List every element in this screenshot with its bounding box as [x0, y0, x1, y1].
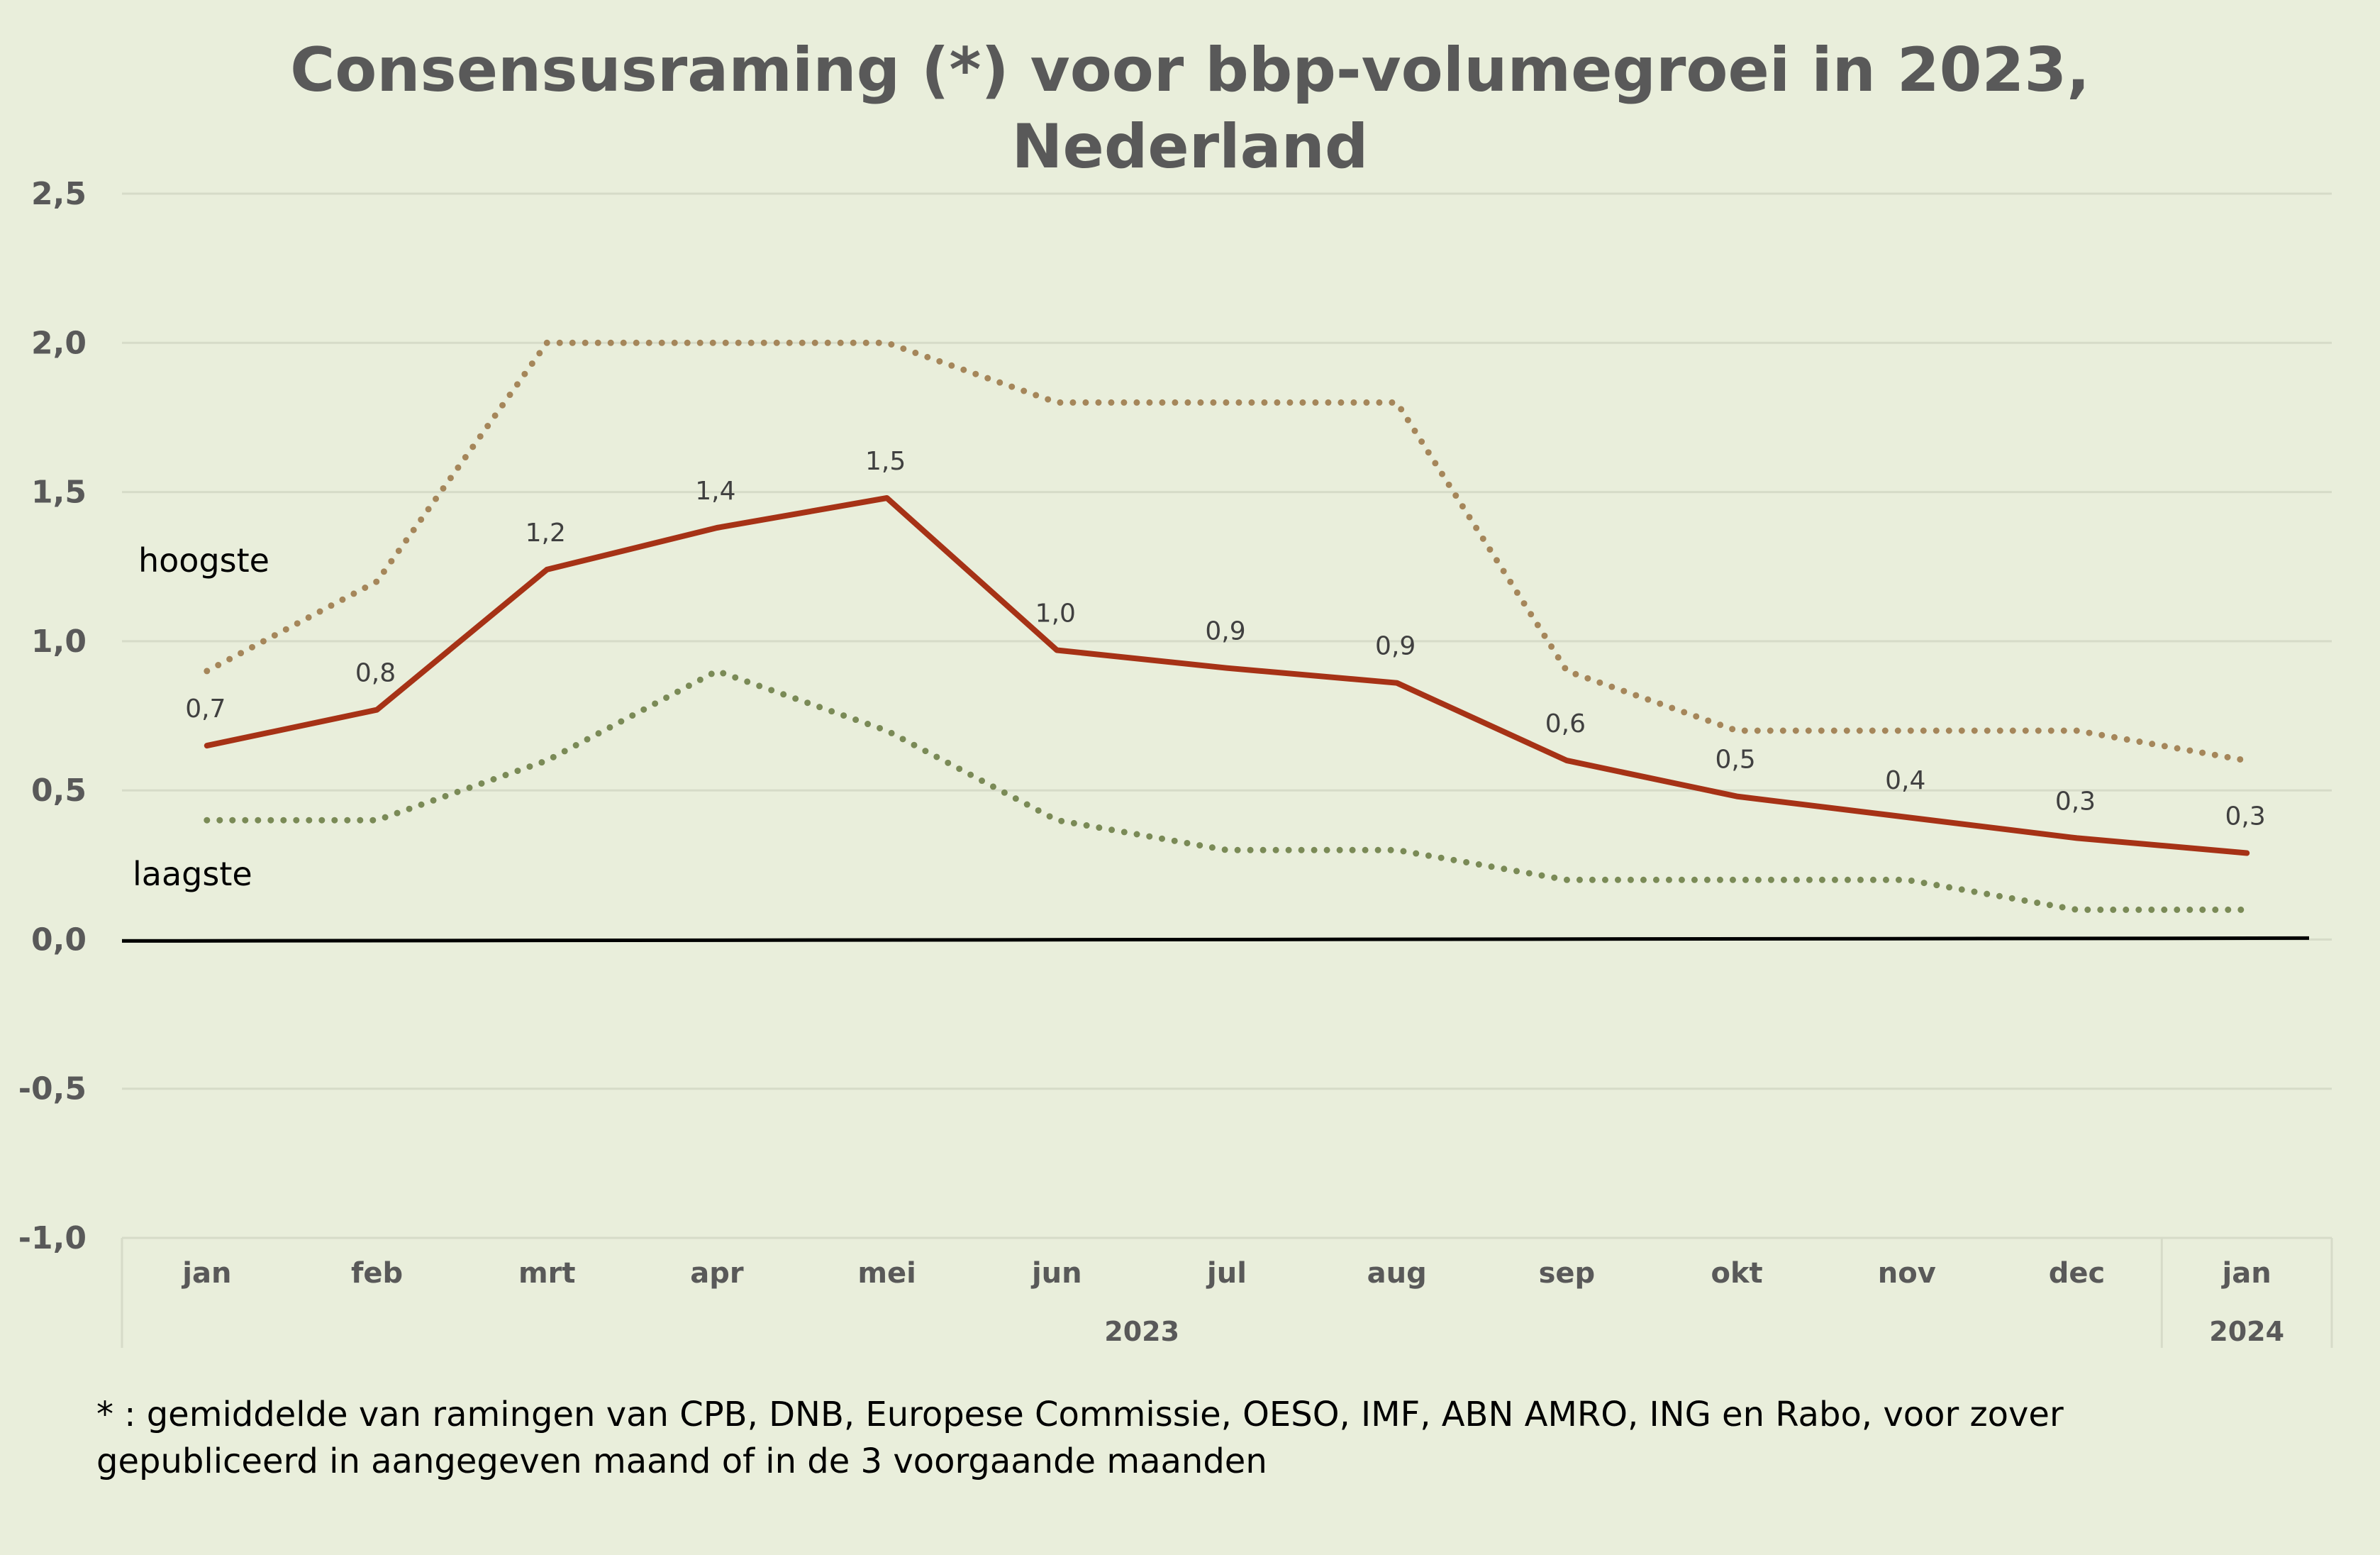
x-tick-label: sep [1539, 1257, 1596, 1290]
x-tick-label: okt [1711, 1257, 1762, 1290]
x-tick-label: jun [1030, 1257, 1082, 1290]
zero-axis [121, 936, 2310, 943]
x-tick-label: jan [181, 1257, 231, 1290]
series-lines [204, 339, 2250, 913]
x-axis: jan feb mrt apr mei jun jul aug sep okt nov dec jan 2… [121, 1238, 2333, 1348]
y-tick-label: -0,5 [18, 1071, 87, 1107]
x-tick-label: jul [1206, 1257, 1247, 1290]
data-label: 0,6 [1545, 709, 1586, 738]
y-tick-label: 2,0 [31, 325, 87, 361]
data-labels: 0,7 0,8 1,2 1,4 1,5 1,0 0,9 0,9 0,6 0,5 0,4 0,3 0,3 [185, 447, 2266, 831]
y-tick-label: -1,0 [18, 1220, 87, 1256]
chart-title-line-1: Consensusraming (*) voor bbp-volumegroei… [290, 35, 2090, 106]
data-label: 0,8 [355, 659, 396, 688]
data-label: 1,5 [865, 447, 906, 476]
data-label: 0,9 [1205, 617, 1245, 646]
data-label: 0,5 [1715, 746, 1755, 775]
x-tick-label: dec [2049, 1257, 2105, 1290]
y-tick-label: 2,5 [31, 176, 87, 212]
x-tick-label: aug [1367, 1257, 1427, 1290]
data-label: 0,9 [1375, 632, 1416, 661]
y-tick-label: 1,0 [31, 624, 87, 660]
data-label: 0,4 [1885, 766, 1925, 795]
x-tick-label: mrt [518, 1257, 576, 1290]
y-tick-label: 0,0 [31, 922, 87, 958]
chart-title-line-2: Nederland [1012, 111, 1369, 182]
y-tick-label: 0,5 [31, 773, 87, 809]
x-group-label: 2024 [2209, 1316, 2284, 1347]
x-tick-label: feb [351, 1257, 403, 1290]
annotation-hoogste: hoogste [138, 541, 269, 580]
x-tick-label: mei [857, 1257, 916, 1290]
data-label: 1,0 [1035, 599, 1076, 628]
y-axis-ticks: 2,5 2,0 1,5 1,0 0,5 0,0 -0,5 -1,0 [18, 176, 87, 1256]
x-tick-label: jan [2221, 1257, 2271, 1290]
data-label: 1,2 [526, 519, 566, 548]
data-label: 0,3 [2055, 787, 2096, 816]
y-tick-label: 1,5 [31, 475, 87, 511]
data-label: 0,3 [2225, 802, 2266, 831]
footnote-line-1: * : gemiddelde van ramingen van CPB, DNB… [96, 1395, 2064, 1434]
x-group-label: 2023 [1104, 1316, 1179, 1347]
annotation-laagste: laagste [133, 855, 252, 893]
footnote-line-2: gepubliceerd in aangegeven maand of in d… [96, 1441, 1267, 1481]
data-label: 0,7 [185, 695, 226, 724]
x-tick-label: apr [690, 1257, 744, 1290]
x-tick-label: nov [1878, 1257, 1936, 1290]
data-label: 1,4 [695, 477, 735, 506]
zero-line [121, 936, 2310, 943]
